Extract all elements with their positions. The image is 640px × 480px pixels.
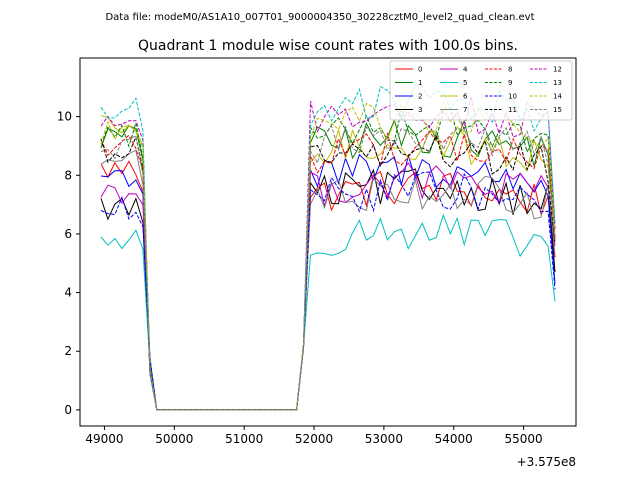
legend-label-12: 12 [553,66,562,74]
y-tick-label: 2 [64,344,72,358]
series-line-5 [100,213,556,411]
series-line-0 [100,160,556,411]
legend-label-11: 11 [508,106,517,114]
x-tick-label: 55000 [505,432,543,446]
series-line-15 [100,124,556,411]
legend-label-5: 5 [463,79,467,87]
series-line-9 [100,107,556,411]
plot-area [100,84,556,411]
legend-label-4: 4 [463,66,468,74]
x-tick-label: 51000 [225,432,263,446]
x-offset-label: +3.575e8 [517,455,576,469]
x-tick-label: 54000 [435,432,473,446]
x-axis: 49000 50000 51000 52000 53000 54000 55000 [85,426,543,446]
legend-label-2: 2 [418,93,422,101]
legend-label-8: 8 [508,66,512,74]
legend-label-0: 0 [418,66,422,74]
legend-label-6: 6 [463,93,468,101]
series-line-8 [100,130,556,411]
series-line-3 [100,168,556,411]
series-line-10 [100,171,556,411]
y-tick-label: 6 [64,227,72,241]
y-tick-label: 8 [64,168,72,182]
x-tick-label: 53000 [365,432,403,446]
series-line-1 [100,118,556,411]
legend-label-14: 14 [553,93,562,101]
series-line-12 [100,96,556,411]
axes-frame [79,57,577,427]
legend-label-7: 7 [463,106,467,114]
legend-label-3: 3 [418,106,422,114]
y-axis: 0 2 4 6 8 10 [57,110,80,417]
y-tick-label: 4 [64,286,72,300]
y-tick-label: 0 [64,403,72,417]
legend-label-13: 13 [553,79,562,87]
x-tick-label: 52000 [295,432,333,446]
chart-suptitle: Data file: modeM0/AS1A10_007T01_90000043… [105,12,534,23]
legend-label-1: 1 [418,79,422,87]
legend-label-10: 10 [508,93,517,101]
chart-title: Quadrant 1 module wise count rates with … [138,38,518,54]
legend-box [389,60,573,121]
legend-label-15: 15 [553,106,562,114]
legend-label-9: 9 [508,79,512,87]
y-tick-label: 10 [57,110,72,124]
x-tick-label: 50000 [155,432,193,446]
x-tick-label: 49000 [85,432,123,446]
